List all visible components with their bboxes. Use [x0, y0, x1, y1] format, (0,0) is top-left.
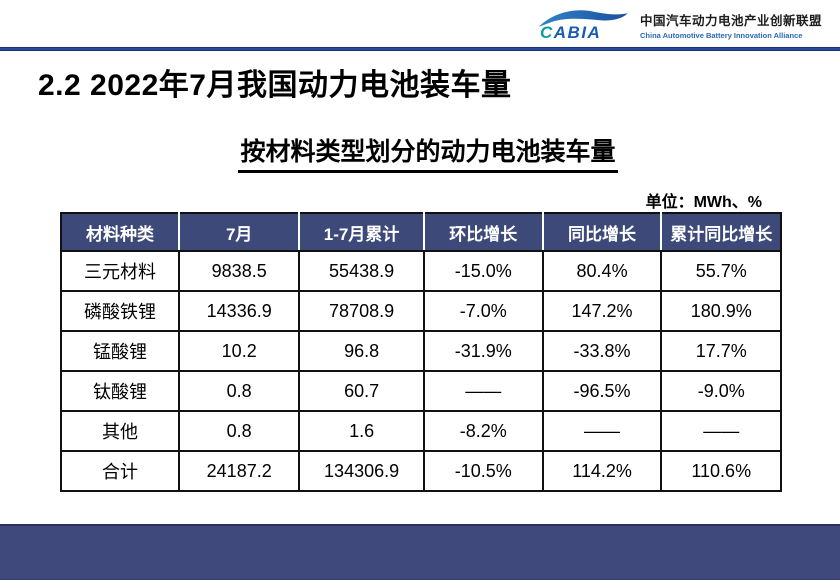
- cell: 114.2%: [541, 450, 663, 492]
- cell: 78708.9: [298, 290, 425, 332]
- cell: 134306.9: [298, 450, 425, 492]
- row-label: 磷酸铁锂: [59, 290, 181, 332]
- org-name-en: China Automotive Battery Innovation Alli…: [639, 31, 803, 40]
- cell: ——: [660, 410, 782, 452]
- cell: -96.5%: [541, 370, 663, 412]
- cell: ——: [422, 370, 544, 412]
- cell: 0.8: [178, 410, 301, 452]
- cell: 110.6%: [660, 450, 782, 492]
- table-row-lfp: 磷酸铁锂 14336.9 78708.9 -7.0% 147.2% 180.9%: [59, 290, 782, 332]
- row-label: 合计: [59, 450, 181, 492]
- cell: 0.8: [178, 370, 301, 412]
- cell: 147.2%: [541, 290, 663, 332]
- header-row: 材料种类 7月 1-7月累计 环比增长 同比增长 累计同比增长: [59, 213, 781, 252]
- cell: 96.8: [298, 330, 425, 372]
- col-header-ytd-yoy-growth: 累计同比增长: [660, 213, 781, 252]
- slide-title: 2.2 2022年7月我国动力电池装车量: [38, 69, 512, 102]
- cell: 180.9%: [660, 290, 782, 332]
- cell: 14336.9: [178, 290, 301, 332]
- cabia-logo-text: CABIA: [539, 23, 602, 42]
- cell: 55.7%: [660, 250, 782, 292]
- row-label: 锰酸锂: [59, 330, 181, 372]
- cell: 1.6: [298, 410, 425, 452]
- col-header-yoy-growth: 同比增长: [541, 213, 662, 252]
- table-row-lmo: 锰酸锂 10.2 96.8 -31.9% -33.8% 17.7%: [59, 330, 782, 372]
- unit-note: 单位：MWh、%: [645, 194, 762, 211]
- table-row-ternary: 三元材料 9838.5 55438.9 -15.0% 80.4% 55.7%: [59, 250, 782, 292]
- cell: -9.0%: [660, 370, 782, 412]
- cell: -33.8%: [541, 330, 663, 372]
- cell: 55438.9: [298, 250, 425, 292]
- cell: 10.2: [178, 330, 301, 372]
- footer-bar: [0, 524, 840, 580]
- battery-installation-table: 材料种类 7月 1-7月累计 环比增长 同比增长 累计同比增长 三元材料 983…: [59, 212, 782, 492]
- org-logo: CABIA 中国汽车动力电池产业创新联盟 China Automotive Ba…: [534, 6, 822, 44]
- row-label: 其他: [59, 410, 181, 452]
- row-label: 钛酸锂: [59, 370, 181, 412]
- cell: -8.2%: [422, 410, 544, 452]
- org-name-zh: 中国汽车动力电池产业创新联盟: [639, 14, 822, 28]
- cell: 17.7%: [660, 330, 782, 372]
- car-swoosh-icon: [538, 10, 628, 27]
- cell: -31.9%: [422, 330, 544, 372]
- org-names: 中国汽车动力电池产业创新联盟 China Automotive Battery …: [640, 10, 822, 40]
- cell: 60.7: [298, 370, 425, 412]
- col-header-july: 7月: [178, 213, 300, 252]
- col-header-material: 材料种类: [59, 213, 180, 252]
- cabia-logo: CABIA: [534, 6, 630, 44]
- table-title-wrap: 按材料类型划分的动力电池装车量: [0, 132, 840, 173]
- cell: 80.4%: [541, 250, 663, 292]
- table-row-other: 其他 0.8 1.6 -8.2% —— ——: [59, 410, 782, 452]
- cell: -15.0%: [422, 250, 544, 292]
- table-row-lto: 钛酸锂 0.8 60.7 —— -96.5% -9.0%: [59, 370, 782, 412]
- table-title: 按材料类型划分的动力电池装车量: [238, 132, 618, 173]
- header-divider: [0, 47, 840, 51]
- cell: -7.0%: [422, 290, 544, 332]
- cell: ——: [541, 410, 663, 452]
- col-header-mom-growth: 环比增长: [422, 213, 543, 252]
- cell: -10.5%: [422, 450, 544, 492]
- row-label: 三元材料: [59, 250, 181, 292]
- cell: 9838.5: [178, 250, 301, 292]
- cell: 24187.2: [178, 450, 301, 492]
- col-header-ytd: 1-7月累计: [298, 213, 424, 252]
- table-row-total: 合计 24187.2 134306.9 -10.5% 114.2% 110.6%: [59, 450, 782, 492]
